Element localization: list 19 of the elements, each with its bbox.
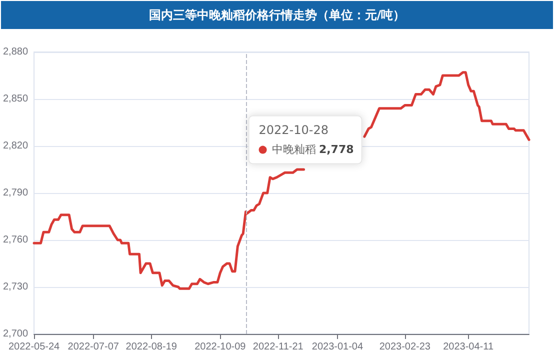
x-tick-label: 2023-01-04	[312, 342, 364, 352]
x-tick-label: 2022-11-21	[252, 342, 304, 352]
x-tick-label: 2022-05-24	[8, 342, 60, 352]
y-tick-label: 2,880	[2, 46, 28, 58]
y-tick-label: 2,820	[2, 140, 28, 152]
x-tick-label: 2022-10-09	[194, 342, 246, 352]
x-tick-label: 2022-07-07	[68, 342, 120, 352]
y-tick-label: 2,760	[2, 234, 28, 246]
annotation: 2,778	[318, 142, 354, 156]
legend-label: 中晚籼稻	[272, 142, 316, 156]
y-tick-label: 2,850	[2, 94, 28, 104]
annotation: 2022-10-28	[258, 122, 329, 137]
chart-title: 国内三等中晚籼稻价格行情走势（单位：元/吨）	[1, 1, 553, 29]
x-tick-label: 2023-04-11	[443, 342, 494, 352]
x-tick-label: 2023-02-23	[379, 342, 431, 352]
y-tick-label: 2,700	[2, 328, 28, 340]
x-tick-label: 2022-08-19	[126, 342, 178, 352]
y-tick-label: 2,790	[2, 188, 28, 198]
y-tick-label: 2,730	[2, 282, 28, 292]
